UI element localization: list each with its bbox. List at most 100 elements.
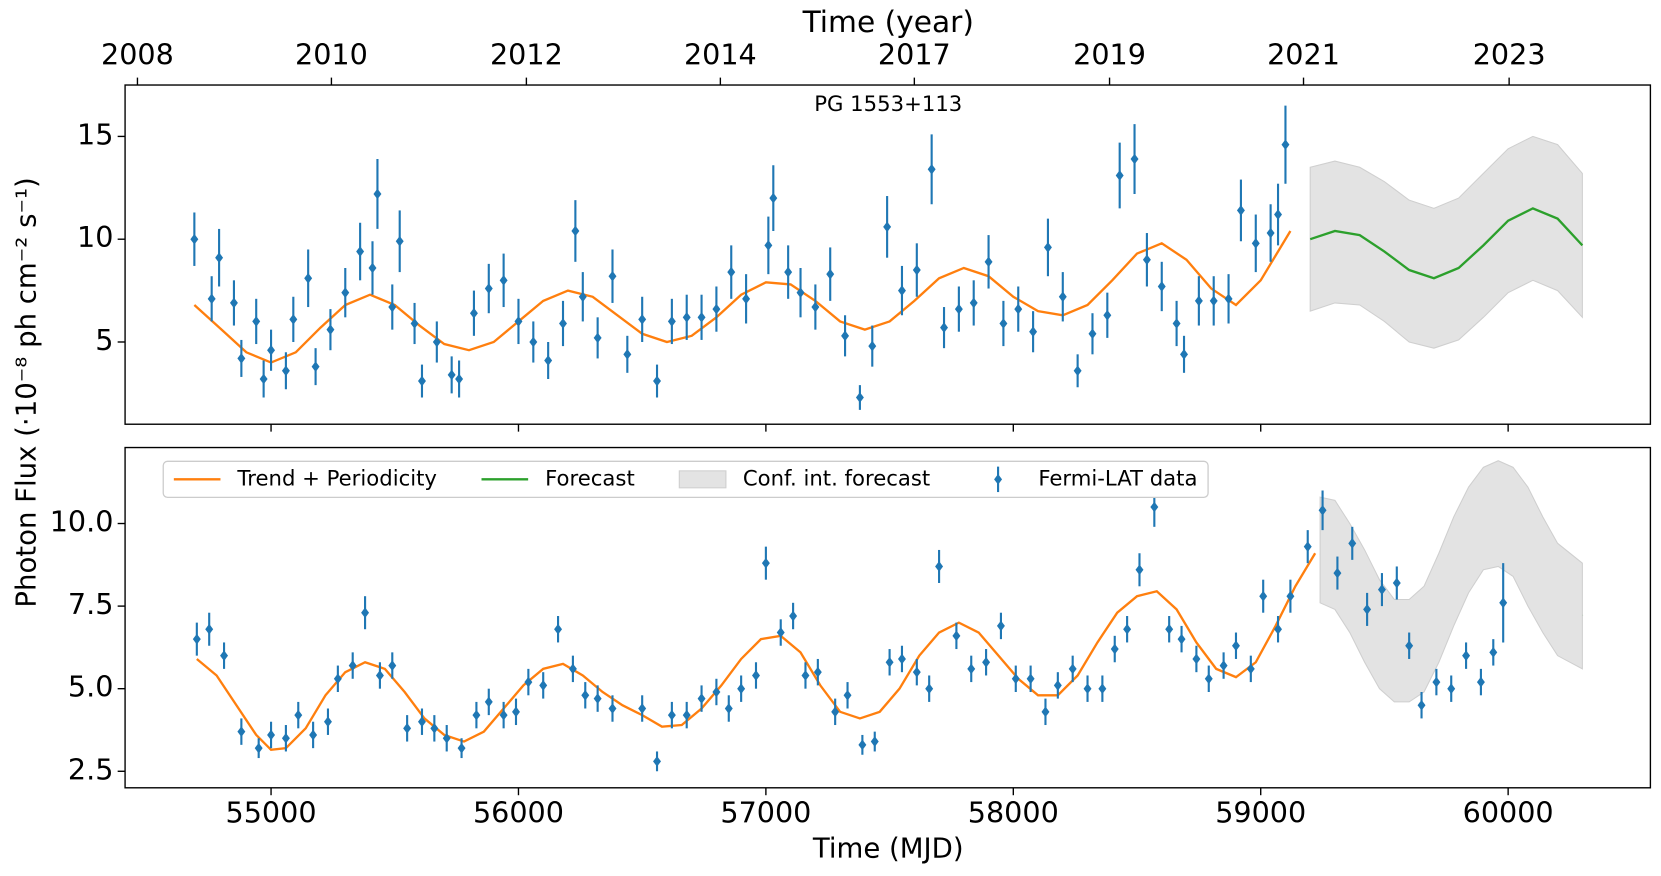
data-point: [254, 742, 263, 754]
data-point: [512, 706, 520, 718]
data-point: [593, 332, 602, 344]
y-tick-label: 2.5: [68, 752, 114, 786]
data-point: [796, 287, 805, 298]
data-point: [801, 670, 810, 681]
data-point: [1073, 365, 1082, 377]
data-point: [935, 561, 944, 572]
data-point: [326, 324, 335, 335]
data-point: [1011, 673, 1020, 685]
data-point: [712, 303, 721, 315]
data-point: [1219, 660, 1228, 671]
data-point: [826, 268, 835, 280]
data-point: [499, 709, 508, 721]
x-tick-label: 57000: [720, 795, 811, 829]
data-point: [554, 623, 563, 635]
data-point: [484, 283, 493, 294]
x2-tick-label: 2008: [101, 37, 174, 71]
line: [193, 230, 1292, 364]
data-point: [752, 670, 760, 681]
data-point: [539, 680, 548, 691]
data-point: [925, 683, 934, 694]
data-point: [499, 275, 508, 286]
data-point: [638, 314, 647, 325]
data-point: [784, 266, 793, 278]
y-tick-label: 15: [77, 117, 113, 151]
data-point: [996, 620, 1005, 632]
data-point: [1462, 650, 1471, 661]
legend-label: Forecast: [545, 465, 635, 490]
data-point: [858, 739, 867, 751]
data-point: [395, 235, 404, 247]
legend-swatch: [678, 470, 727, 489]
line: [196, 552, 1317, 752]
data-point: [593, 693, 602, 704]
data-point: [1274, 209, 1283, 220]
data-point: [841, 330, 850, 342]
data-point: [982, 656, 991, 668]
x2-tick-label: 2023: [1473, 37, 1546, 71]
data-point: [524, 676, 533, 688]
x-tick-label: 56000: [473, 795, 564, 829]
data-point: [252, 316, 261, 327]
data-point: [1224, 293, 1233, 305]
data-point: [469, 307, 478, 319]
data-point: [237, 726, 246, 737]
data-point: [742, 293, 751, 305]
data-point: [410, 318, 419, 329]
data-point: [578, 291, 587, 303]
data-point: [1266, 227, 1275, 239]
data-point: [430, 723, 439, 734]
data-point: [447, 369, 456, 381]
data-point: [457, 742, 466, 754]
data-point: [667, 316, 676, 327]
data-point: [608, 703, 617, 714]
plot-area: [190, 105, 1584, 410]
legend: Trend + Periodicity Forecast Conf. int. fo…: [162, 460, 1209, 498]
axes-frame: [124, 84, 1652, 425]
data-point: [455, 373, 464, 385]
chart-title: PG 1553+113: [814, 91, 962, 116]
data-point: [1088, 328, 1097, 340]
data-point: [289, 314, 298, 325]
data-point: [472, 709, 481, 721]
data-point: [927, 164, 936, 175]
data-point: [1417, 699, 1426, 711]
data-point: [442, 732, 451, 744]
data-point: [1476, 676, 1485, 688]
data-point: [912, 264, 921, 276]
data-point: [761, 557, 770, 569]
data-point: [237, 353, 246, 364]
data-point: [764, 240, 773, 251]
data-point: [883, 221, 892, 233]
data-point: [638, 703, 647, 714]
data-point: [653, 375, 661, 387]
axes-frame: [124, 446, 1652, 789]
data-point: [608, 270, 617, 282]
legend-label: Conf. int. forecast: [743, 465, 930, 490]
data-point: [568, 663, 577, 675]
data-point: [1083, 683, 1092, 694]
x-axis-label: Time (MJD): [812, 832, 964, 864]
data-point: [1157, 281, 1166, 292]
data-point: [831, 706, 840, 718]
data-point: [1165, 623, 1174, 635]
data-point: [388, 660, 397, 671]
x2-tick-label: 2021: [1267, 37, 1340, 71]
data-point: [813, 666, 822, 678]
data-point: [529, 336, 538, 348]
data-point: [215, 252, 224, 264]
data-point: [682, 312, 691, 323]
data-point: [776, 627, 785, 638]
data-point: [1192, 653, 1201, 665]
data-point: [333, 673, 342, 685]
data-point: [267, 344, 276, 356]
data-point: [952, 630, 961, 642]
data-point: [1236, 205, 1245, 216]
data-point: [1103, 309, 1112, 321]
data-point: [1172, 318, 1181, 329]
data-point: [418, 375, 426, 387]
y-tick-label: 10.0: [50, 505, 114, 539]
data-point: [1281, 139, 1290, 150]
data-point: [1180, 349, 1188, 360]
data-point: [207, 293, 216, 305]
